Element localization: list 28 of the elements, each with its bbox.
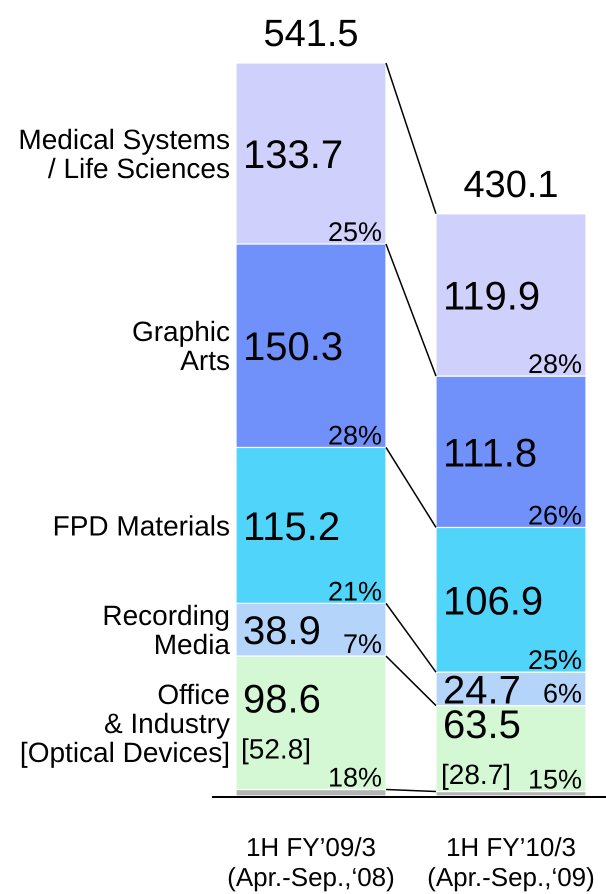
data-label: 150.3 — [243, 325, 344, 370]
x-tick-label: 1H FY’10/3 (Apr.-Sep.,‘09) — [427, 832, 595, 892]
series-label: Graphic Arts — [132, 316, 230, 376]
annotation: 6% — [542, 678, 582, 709]
data-label: 98.6 [52.8] — [241, 677, 321, 764]
data-label: 133.7 — [243, 132, 344, 177]
data-label: 63.5 [28.7] — [441, 703, 521, 790]
annotation: 18% — [328, 762, 382, 793]
data-label: 106.9 — [443, 579, 544, 624]
series-label: Office & Industry [Optical Devices] — [20, 678, 230, 768]
annotation: 28% — [328, 420, 382, 450]
annotation: 21% — [328, 576, 382, 606]
annotation: 25% — [328, 216, 382, 247]
series-label: Medical Systems / Life Sciences — [18, 124, 230, 184]
data-label: 111.8 — [443, 431, 538, 476]
total-label: 430.1 — [463, 164, 559, 206]
annotation: 15% — [528, 764, 582, 795]
annotation: 7% — [342, 629, 382, 660]
series-label: FPD Materials — [52, 510, 230, 542]
series-label: Recording Media — [102, 600, 230, 660]
annotation: 28% — [528, 349, 582, 380]
total-label: 541.5 — [263, 13, 359, 55]
data-label: 38.9 — [243, 609, 321, 654]
data-label: 119.9 — [443, 274, 540, 318]
data-label: 115.2 — [243, 504, 340, 549]
x-tick-label: 1H FY’09/3 (Apr.-Sep.,‘08) — [227, 832, 395, 892]
annotation: 25% — [528, 645, 582, 676]
annotation: 26% — [528, 500, 582, 530]
